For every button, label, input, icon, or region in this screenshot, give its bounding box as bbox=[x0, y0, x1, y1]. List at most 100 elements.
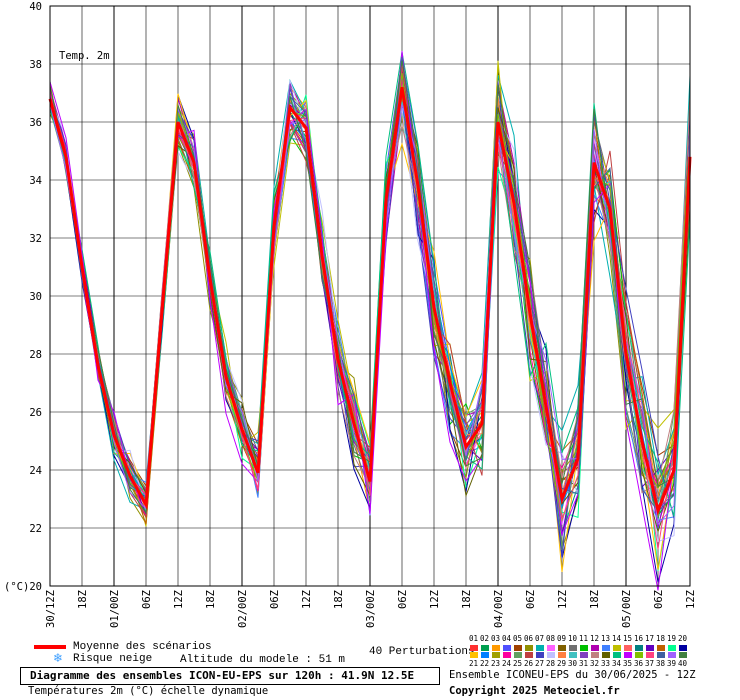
x-tick-label: 18Z bbox=[205, 590, 217, 609]
footer-main-title: Diagramme des ensembles ICON-EU-EPS sur … bbox=[30, 669, 415, 682]
y-tick-label: 36 bbox=[29, 117, 42, 129]
y-tick-label: 32 bbox=[29, 233, 42, 245]
member-number: 38 bbox=[656, 659, 666, 668]
legend-snow-label: Risque neige bbox=[73, 653, 153, 665]
member-number: 22 bbox=[480, 659, 490, 668]
member-number: 02 bbox=[480, 634, 490, 643]
member-swatch bbox=[525, 652, 533, 658]
member-number: 35 bbox=[623, 659, 633, 668]
x-tick-label: 18Z bbox=[333, 590, 345, 609]
x-tick-label: 06Z bbox=[141, 590, 153, 609]
member-number: 13 bbox=[601, 634, 611, 643]
member-swatch bbox=[613, 645, 621, 651]
footer-subtitle: Températures 2m (°C) échelle dynamique bbox=[28, 685, 269, 697]
perturbations-label: 40 Perturbations bbox=[369, 646, 475, 658]
x-tick-label: 18Z bbox=[461, 590, 473, 609]
y-tick-label: 24 bbox=[29, 465, 42, 477]
member-swatch bbox=[646, 645, 654, 651]
member-swatch bbox=[569, 652, 577, 658]
member-swatch bbox=[470, 652, 478, 658]
member-swatch bbox=[536, 652, 544, 658]
x-tick-label: 06Z bbox=[269, 590, 281, 609]
member-swatch bbox=[481, 645, 489, 651]
member-swatch bbox=[503, 652, 511, 658]
member-swatch bbox=[514, 652, 522, 658]
chart-title: Temp. 2m bbox=[59, 50, 110, 62]
snowflake-icon: ❄ bbox=[53, 651, 64, 665]
member-swatch bbox=[481, 652, 489, 658]
member-number: 06 bbox=[524, 634, 534, 643]
member-number: 17 bbox=[645, 634, 655, 643]
member-number: 36 bbox=[634, 659, 644, 668]
member-swatch bbox=[536, 645, 544, 651]
legend-mean-swatch bbox=[34, 645, 66, 649]
member-number: 10 bbox=[568, 634, 578, 643]
member-swatch bbox=[569, 645, 577, 651]
member-number: 18 bbox=[656, 634, 666, 643]
member-swatch bbox=[547, 652, 555, 658]
member-number: 21 bbox=[469, 659, 479, 668]
y-tick-label: 40 bbox=[29, 1, 42, 13]
member-swatch bbox=[514, 645, 522, 651]
member-swatch bbox=[558, 652, 566, 658]
member-swatch bbox=[668, 645, 676, 651]
member-number: 16 bbox=[634, 634, 644, 643]
y-tick-label: 30 bbox=[29, 291, 42, 303]
footer-run-info: Ensemble ICONEU-EPS du 30/06/2025 - 12Z bbox=[449, 669, 696, 681]
y-tick-label: 20 bbox=[29, 581, 42, 593]
member-number: 26 bbox=[524, 659, 534, 668]
member-swatch bbox=[624, 645, 632, 651]
member-swatch bbox=[646, 652, 654, 658]
member-number: 07 bbox=[535, 634, 545, 643]
member-number: 20 bbox=[678, 634, 688, 643]
y-tick-label: 22 bbox=[29, 523, 42, 535]
x-tick-label: 18Z bbox=[77, 590, 89, 609]
member-number: 12 bbox=[590, 634, 600, 643]
x-tick-label: 05/00Z bbox=[621, 590, 633, 628]
member-swatch bbox=[679, 652, 687, 658]
x-tick-label: 30/12Z bbox=[45, 590, 57, 628]
member-number: 03 bbox=[491, 634, 501, 643]
member-number: 24 bbox=[502, 659, 512, 668]
x-tick-label: 02/00Z bbox=[237, 590, 249, 628]
member-swatch bbox=[602, 645, 610, 651]
member-number: 08 bbox=[546, 634, 556, 643]
x-tick-label: 12Z bbox=[685, 590, 697, 609]
plot-frame bbox=[49, 5, 691, 587]
member-number: 11 bbox=[579, 634, 589, 643]
x-tick-label: 03/00Z bbox=[365, 590, 377, 628]
legend-mean-label: Moyenne des scénarios bbox=[73, 641, 212, 653]
member-swatch bbox=[635, 645, 643, 651]
member-swatch bbox=[580, 645, 588, 651]
member-number: 31 bbox=[579, 659, 589, 668]
member-number: 05 bbox=[513, 634, 523, 643]
member-number: 15 bbox=[623, 634, 633, 643]
member-swatch bbox=[558, 645, 566, 651]
member-number: 32 bbox=[590, 659, 600, 668]
x-tick-label: 01/00Z bbox=[109, 590, 121, 628]
x-tick-label: 12Z bbox=[557, 590, 569, 609]
member-swatch bbox=[492, 645, 500, 651]
member-swatch bbox=[525, 645, 533, 651]
member-number: 23 bbox=[491, 659, 501, 668]
member-swatch bbox=[580, 652, 588, 658]
x-tick-label: 12Z bbox=[429, 590, 441, 609]
member-swatch bbox=[613, 652, 621, 658]
y-tick-label: 34 bbox=[29, 175, 42, 187]
member-number: 14 bbox=[612, 634, 622, 643]
member-number: 01 bbox=[469, 634, 479, 643]
footer-copyright: Copyright 2025 Meteociel.fr bbox=[449, 685, 620, 697]
member-swatch bbox=[657, 645, 665, 651]
member-swatch bbox=[657, 652, 665, 658]
x-tick-label: 04/00Z bbox=[493, 590, 505, 628]
member-number: 37 bbox=[645, 659, 655, 668]
member-swatch bbox=[624, 652, 632, 658]
member-number: 09 bbox=[557, 634, 567, 643]
x-tick-labels: 30/12Z 18Z 01/00Z 06Z 12Z 18Z 02/00Z 06Z 12Z 18Z 0… bbox=[45, 590, 697, 628]
member-swatch bbox=[602, 652, 610, 658]
member-number: 27 bbox=[535, 659, 545, 668]
y-tick-label: 28 bbox=[29, 349, 42, 361]
member-number: 19 bbox=[667, 634, 677, 643]
y-unit-label: (°C) bbox=[4, 581, 29, 593]
